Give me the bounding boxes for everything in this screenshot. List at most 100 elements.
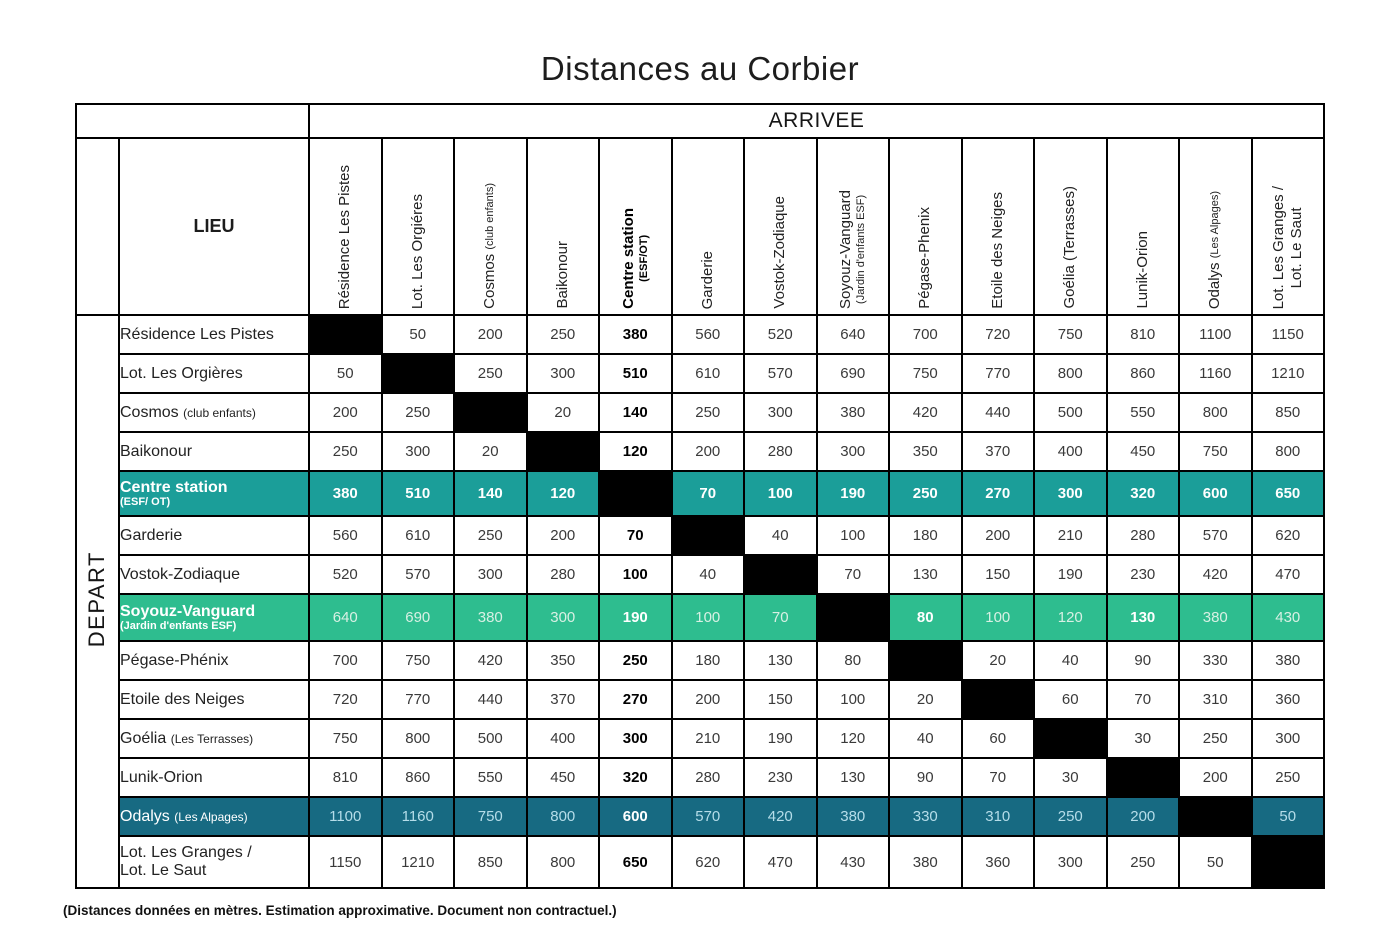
column-header-main: Goélia (Terrasses) — [1061, 186, 1079, 309]
distance-cell: 620 — [1250, 515, 1325, 556]
distance-cell: 810 — [308, 757, 383, 798]
table-row: Pégase-Phénix 700 750 420 350 250 180 130 80 20 40… — [76, 640, 1325, 681]
distance-cell: 510 — [598, 353, 673, 394]
distance-cell: 860 — [1105, 353, 1180, 394]
distance-cell: 430 — [815, 835, 890, 889]
column-header-sub: (ESF/OT) — [637, 235, 650, 283]
column-header-label: Pégase-Phenix — [916, 207, 934, 309]
distance-cell: 180 — [888, 515, 963, 556]
column-header-main: Garderie — [698, 250, 716, 309]
distance-cell: 850 — [1250, 392, 1325, 433]
column-header-label: Cosmos (club enfants) — [481, 183, 499, 309]
row-label-sub: (Les Alpages) — [174, 809, 248, 824]
distance-cell: 20 — [453, 431, 528, 472]
distance-cell: 600 — [1178, 470, 1253, 517]
distance-cell: 720 — [308, 679, 383, 720]
diagonal-cell — [1033, 718, 1108, 759]
distance-cell: 380 — [308, 470, 383, 517]
distance-cell: 300 — [598, 718, 673, 759]
distance-cell: 330 — [1178, 640, 1253, 681]
distance-cell: 800 — [525, 835, 600, 889]
column-header-label: Vostok-Zodiaque — [771, 196, 789, 309]
diagonal-cell — [598, 470, 673, 517]
distance-cell: 250 — [453, 353, 528, 394]
column-header-main: Etoile des Neiges — [988, 192, 1006, 309]
row-label-main: Vostok-Zodiaque — [120, 565, 241, 583]
distance-cell: 620 — [670, 835, 745, 889]
column-header-label: Résidence Les Pistes — [336, 165, 354, 309]
distance-matrix-table: ARRIVEE LIEU Résidence Les Pistes Lot. Les … — [75, 103, 1325, 889]
distance-cell: 380 — [888, 835, 963, 889]
distance-cell: 250 — [308, 431, 383, 472]
distance-cell: 60 — [1033, 679, 1108, 720]
distance-cell: 150 — [960, 554, 1035, 595]
distance-cell: 750 — [380, 640, 455, 681]
distance-cell: 770 — [380, 679, 455, 720]
distance-cell: 90 — [888, 757, 963, 798]
diagonal-cell — [380, 353, 455, 394]
arrivee-row: ARRIVEE — [75, 103, 1325, 139]
row-label-main: Lot. Les Granges / — [120, 844, 252, 862]
row-label: Odalys (Les Alpages) — [118, 796, 310, 837]
distance-cell: 520 — [308, 554, 383, 595]
column-header-label: Lot. Les Orgiéres — [409, 194, 427, 309]
distance-cell: 130 — [888, 554, 963, 595]
column-header: Odalys (Les Alpages) — [1178, 137, 1253, 316]
distance-cell: 500 — [453, 718, 528, 759]
distance-cell: 200 — [1178, 757, 1253, 798]
distance-cell: 150 — [743, 679, 818, 720]
distance-cell: 20 — [960, 640, 1035, 681]
distance-cell: 300 — [1033, 470, 1108, 517]
distance-cell: 40 — [670, 554, 745, 595]
distance-cell: 550 — [1105, 392, 1180, 433]
distance-cell: 230 — [1105, 554, 1180, 595]
column-header: Résidence Les Pistes — [308, 137, 383, 316]
distance-cell: 250 — [1033, 796, 1108, 837]
distance-cell: 130 — [743, 640, 818, 681]
table-row: Soyouz-Vanguard (Jardin d'enfants ESF) 640… — [76, 593, 1325, 642]
distance-cell: 200 — [308, 392, 383, 433]
blank-corner — [75, 137, 120, 316]
distance-cell: 50 — [308, 353, 383, 394]
column-header: Lot. Les Granges / Lot. Le Saut — [1250, 137, 1325, 316]
distance-cell: 600 — [598, 796, 673, 837]
column-header: Garderie — [670, 137, 745, 316]
distance-cell: 610 — [380, 515, 455, 556]
table-row: DEPART Résidence Les Pistes 50 200 250 380 560… — [75, 314, 1325, 889]
distance-cell: 360 — [1250, 679, 1325, 720]
distance-cell: 190 — [598, 593, 673, 642]
column-header: Pégase-Phenix — [888, 137, 963, 316]
distance-cell: 120 — [1033, 593, 1108, 642]
table-row: Lot. Les Orgières 50 250 300 510 610 570 690 750… — [76, 353, 1325, 394]
distance-cell: 200 — [1105, 796, 1180, 837]
column-header-label: Centre station (ESF/OT) — [620, 208, 651, 309]
column-header: Cosmos (club enfants) — [453, 137, 528, 316]
distance-cell: 130 — [815, 757, 890, 798]
distance-cell: 100 — [598, 554, 673, 595]
distance-cell: 130 — [1105, 593, 1180, 642]
distance-cell: 310 — [960, 796, 1035, 837]
row-label-main: Cosmos — [120, 403, 179, 421]
column-header: Lot. Les Orgiéres — [380, 137, 455, 316]
distance-cell: 200 — [670, 431, 745, 472]
distance-cell: 440 — [453, 679, 528, 720]
column-header-label: Lunik-Orion — [1134, 231, 1152, 309]
distance-cell: 70 — [815, 554, 890, 595]
table-row: Goélia (Les Terrasses) 750 800 500 400 300 210… — [76, 718, 1325, 759]
footnote: (Distances données en mètres. Estimation… — [63, 903, 617, 918]
distance-cell: 800 — [1250, 431, 1325, 472]
distance-cell: 1210 — [1250, 353, 1325, 394]
distance-cell: 700 — [308, 640, 383, 681]
table-row: Baikonour 250 300 20 120 200 280 300 350 370 400 45… — [76, 431, 1325, 472]
distance-cell: 800 — [1033, 353, 1108, 394]
distance-cell: 560 — [308, 515, 383, 556]
distance-cell: 120 — [598, 431, 673, 472]
distance-cell: 140 — [598, 392, 673, 433]
distance-cell: 640 — [308, 593, 383, 642]
distance-cell: 450 — [1105, 431, 1180, 472]
distance-cell: 1210 — [380, 835, 455, 889]
distance-cell: 200 — [453, 314, 528, 355]
row-label-sub: (Jardin d'enfants ESF) — [120, 620, 237, 633]
row-label-main: Soyouz-Vanguard — [120, 602, 256, 620]
column-header-main: Odalys (Les Alpages) — [1206, 190, 1224, 309]
